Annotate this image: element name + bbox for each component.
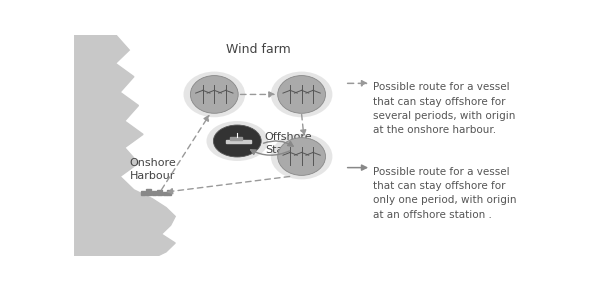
Polygon shape [74, 35, 176, 256]
Bar [152, 191, 157, 195]
Polygon shape [226, 140, 251, 143]
Text: Wind farm: Wind farm [225, 43, 291, 56]
Bar [141, 191, 145, 195]
Bar [167, 190, 171, 195]
Polygon shape [230, 137, 242, 140]
Bar [157, 190, 162, 195]
Text: Possible route for a vessel
that can stay offshore for
only one period, with ori: Possible route for a vessel that can sta… [373, 166, 517, 220]
Ellipse shape [278, 138, 326, 175]
Ellipse shape [271, 72, 333, 117]
Bar [163, 192, 167, 195]
Text: Offshore
Station: Offshore Station [265, 132, 313, 155]
Text: Possible route for a vessel
that can stay offshore for
several periods, with ori: Possible route for a vessel that can sta… [373, 82, 515, 135]
Text: Onshore
Harbour: Onshore Harbour [129, 158, 176, 181]
Ellipse shape [206, 121, 268, 161]
Ellipse shape [278, 75, 326, 113]
Ellipse shape [190, 75, 238, 113]
Bar [146, 189, 151, 195]
Ellipse shape [213, 125, 261, 157]
Ellipse shape [183, 72, 245, 117]
Ellipse shape [271, 134, 333, 179]
